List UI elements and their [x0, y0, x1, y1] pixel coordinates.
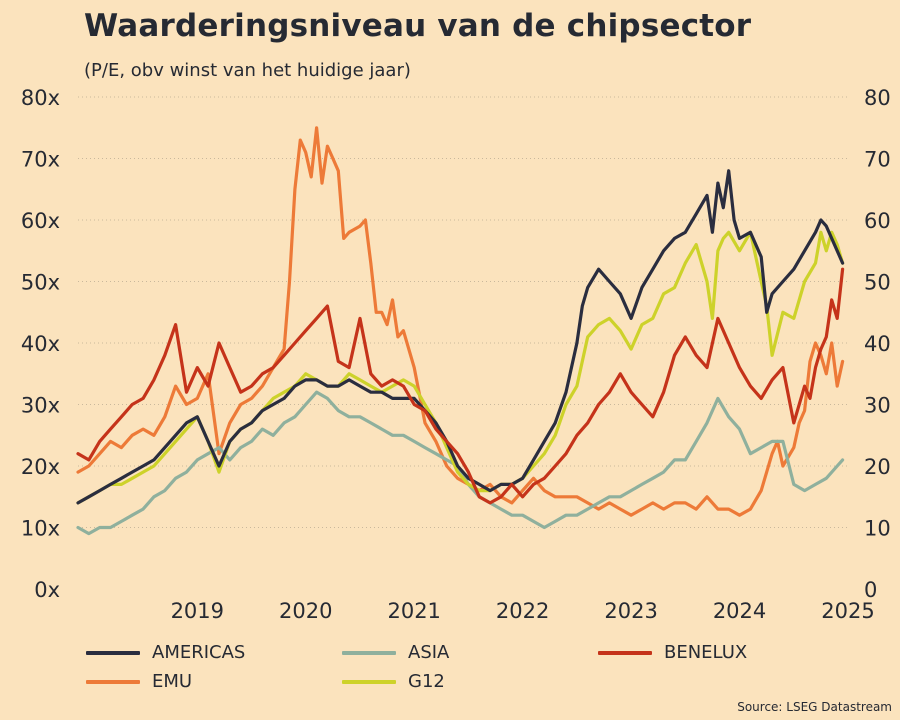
- legend-swatch-asia: [342, 650, 396, 655]
- x-tick-label: 2023: [604, 599, 657, 623]
- x-tick-label: 2019: [171, 599, 224, 623]
- y-left-tick-label: 60x: [21, 209, 60, 233]
- legend-item-americas: AMERICAS: [86, 642, 245, 663]
- y-right-tick-label: 40: [864, 332, 891, 356]
- series-line-americas: [76, 169, 845, 505]
- legend-label-g12: G12: [408, 671, 445, 692]
- y-left-tick-label: 20x: [21, 455, 60, 479]
- legend-swatch-americas: [86, 650, 140, 655]
- legend-label-asia: ASIA: [408, 642, 450, 663]
- chart-title: Waarderingsniveau van de chipsector: [84, 8, 752, 44]
- y-left-tick-label: 80x: [21, 86, 60, 110]
- line-chart: 0x 10x 20x 30x 40x 50x 60x 70x 80x 0 10 20 30 40 50 60…: [21, 86, 891, 623]
- legend-label-benelux: BENELUX: [664, 642, 748, 663]
- x-tick-label: 2022: [496, 599, 549, 623]
- x-tick-label: 2025: [821, 599, 874, 623]
- y-left-tick-label: 10x: [21, 517, 60, 541]
- legend-label-americas: AMERICAS: [152, 642, 246, 663]
- legend-item-emu: EMU: [86, 671, 192, 692]
- y-axis-left: 0x 10x 20x 30x 40x 50x 60x 70x 80x: [21, 86, 60, 602]
- legend-item-benelux: BENELUX: [598, 642, 747, 663]
- series-line-g12: [76, 230, 845, 505]
- y-right-tick-label: 70: [864, 148, 891, 172]
- series-line-emu: [76, 126, 845, 517]
- x-tick-label: 2020: [279, 599, 332, 623]
- x-axis: 2019 2020 2021 2022 2023 2024 2025: [171, 599, 875, 623]
- legend-item-asia: ASIA: [342, 642, 449, 663]
- chart-subtitle: (P/E, obv winst van het huidige jaar): [84, 60, 411, 81]
- y-left-tick-label: 0x: [34, 578, 60, 602]
- legend-swatch-g12: [342, 679, 396, 684]
- x-tick-label: 2024: [713, 599, 766, 623]
- series-line-asia: [76, 390, 845, 536]
- series-line-benelux: [76, 267, 845, 505]
- y-left-tick-label: 50x: [21, 271, 60, 295]
- y-axis-right: 0 10 20 30 40 50 60 70 80: [864, 86, 891, 602]
- y-left-tick-label: 40x: [21, 332, 60, 356]
- legend-label-emu: EMU: [152, 671, 193, 692]
- y-right-tick-label: 50: [864, 271, 891, 295]
- y-left-tick-label: 30x: [21, 394, 60, 418]
- source-note: Source: LSEG Datastream: [737, 700, 892, 714]
- legend: AMERICAS ASIA BENELUX EMU G12: [86, 642, 876, 702]
- x-tick-label: 2021: [387, 599, 440, 623]
- y-right-tick-label: 10: [864, 517, 891, 541]
- y-left-tick-label: 70x: [21, 148, 60, 172]
- legend-swatch-emu: [86, 679, 140, 684]
- series-lines: [76, 126, 845, 536]
- y-right-tick-label: 80: [864, 86, 891, 110]
- y-right-tick-label: 0: [864, 578, 877, 602]
- y-right-tick-label: 30: [864, 394, 891, 418]
- legend-item-g12: G12: [342, 671, 445, 692]
- y-right-tick-label: 60: [864, 209, 891, 233]
- legend-swatch-benelux: [598, 650, 652, 655]
- y-right-tick-label: 20: [864, 455, 891, 479]
